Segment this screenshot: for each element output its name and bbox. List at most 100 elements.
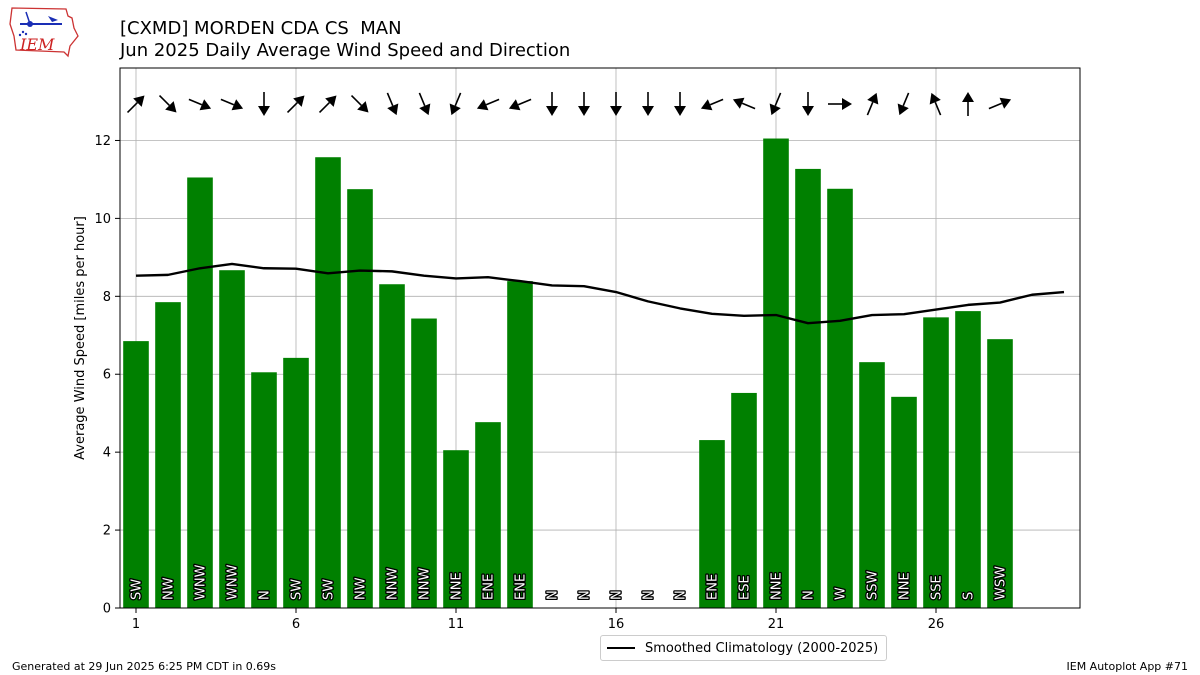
wind-arrow-day-10 [418,92,431,116]
bar-day-4 [219,270,245,608]
legend: Smoothed Climatology (2000-2025) [600,635,888,661]
bar-day-22 [795,168,821,608]
wind-arrow-day-17 [642,92,654,116]
x-tick-label: 26 [928,617,945,632]
wind-arrow-day-23 [828,98,852,110]
x-tick-label: 11 [448,617,465,632]
climatology-line [135,262,1065,325]
plot-frame [119,67,1081,609]
bar-day-19 [699,440,725,608]
wind-arrow-day-11 [449,92,462,116]
wind-arrow-day-15 [578,92,590,116]
bar-day-26 [923,317,949,608]
direction-label-day-28: WSW [994,566,1009,600]
y-tick-label: 12 [94,134,111,149]
y-tick-label: 8 [103,290,111,305]
direction-label-day-1: SW [130,579,145,600]
wind-arrow-day-26 [929,92,942,116]
y-tick-label: 10 [94,212,111,227]
legend-line-swatch [607,647,635,649]
y-tick-label: 0 [103,602,111,617]
wind-arrow-day-6 [286,95,305,114]
direction-label-day-14: N [546,590,561,600]
bar-day-20 [731,392,757,608]
chart-subtitle: Jun 2025 Daily Average Wind Speed and Di… [120,40,571,61]
bar-day-23 [827,188,853,608]
footer-app-text: IEM Autoplot App #71 [1066,660,1189,673]
wind-arrow-day-14 [546,92,558,116]
bar-day-12 [475,422,501,608]
bar-day-6 [283,357,309,608]
wind-arrow-day-12 [476,98,500,111]
bar-day-2 [155,302,181,608]
x-tick-label: 21 [768,617,785,632]
wind-arrow-day-2 [158,94,177,113]
direction-label-day-25: NNE [898,572,913,600]
bar-day-10 [411,318,437,608]
bar-day-27 [955,311,981,608]
bar-day-21 [763,138,789,609]
footer-generated-text: Generated at 29 Jun 2025 6:25 PM CDT in … [12,660,277,673]
wind-arrow-day-13 [508,98,532,111]
bar-day-25 [891,396,917,608]
bar-day-24 [859,362,885,608]
direction-label-day-12: ENE [482,574,497,600]
bar-day-11 [443,450,469,608]
wind-arrow-day-24 [866,92,879,116]
wind-arrow-day-5 [258,92,270,116]
direction-label-day-6: SW [290,579,305,600]
direction-label-day-19: ENE [706,574,721,600]
direction-label-day-24: SSW [866,570,881,600]
direction-label-day-11: NNE [450,572,465,600]
wind-arrow-day-1 [126,95,145,114]
wind-arrow-day-3 [188,98,212,111]
line-layer [135,262,1065,325]
direction-label-day-2: NW [162,577,177,600]
direction-label-day-3: WNW [194,564,209,600]
direction-label-day-18: N [674,590,689,600]
y-tick-label: 6 [103,368,111,383]
wind-arrow-day-7 [318,95,337,114]
wind-arrow-day-16 [610,92,622,116]
direction-label-day-26: SSE [930,575,945,600]
iem-logo-icon: IEM [9,7,79,58]
bar-layer: SW NW WNW WNW N S W SW NW NNW NNW NNE ENE ENE N N N N N E N E… [123,138,1013,609]
legend-label: Smoothed Climatology (2000-2025) [645,640,879,656]
direction-label-day-20: ESE [738,575,753,600]
chart-title: [CXMD] MORDEN CDA CS MAN [120,18,402,39]
svg-text:IEM: IEM [19,35,55,54]
direction-label-day-27: S [962,592,977,600]
bar-day-8 [347,189,373,609]
bar-day-7 [315,157,341,609]
wind-arrow-day-27 [962,92,974,116]
bar-day-1 [123,341,149,608]
x-tick-label: 1 [132,617,140,632]
bar-day-5 [251,372,277,608]
direction-label-day-15: N [578,590,593,600]
wind-arrow-day-28 [988,97,1012,110]
y-tick-label: 2 [103,524,111,539]
y-tick-label: 4 [103,446,111,461]
bar-day-3 [187,177,213,608]
wind-arrow-day-21 [769,92,782,116]
wind-arrow-day-19 [700,98,724,111]
direction-label-day-17: N [642,590,657,600]
direction-label-day-13: ENE [514,574,529,600]
x-tick-label: 16 [608,617,625,632]
arrow-layer [126,92,1012,116]
x-tick-label: 6 [292,617,300,632]
direction-label-day-8: NW [354,577,369,600]
bar-day-13 [507,281,533,608]
wind-arrow-day-9 [386,92,399,116]
wind-arrow-day-22 [802,92,814,116]
direction-label-day-4: WNW [226,564,241,600]
wind-arrow-day-25 [897,92,910,116]
direction-label-day-16: N [610,590,625,600]
wind-arrow-day-20 [732,97,756,110]
wind-arrow-day-4 [220,98,244,111]
direction-label-day-21: NNE [770,572,785,600]
direction-label-day-9: NNW [386,568,401,600]
direction-label-day-10: NNW [418,568,433,600]
